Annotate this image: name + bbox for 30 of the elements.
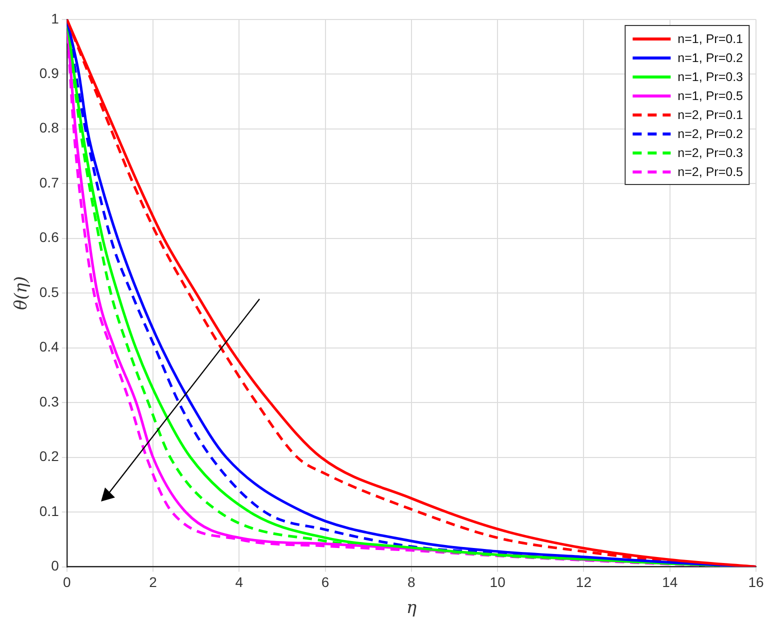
legend-label: n=1, Pr=0.2 — [678, 50, 743, 65]
legend-label: n=2, Pr=0.5 — [678, 164, 743, 179]
legend-label: n=2, Pr=0.2 — [678, 126, 743, 141]
y-axis-title: θ(η) — [12, 276, 32, 310]
x-tick-label: 10 — [490, 574, 506, 590]
legend-label: n=1, Pr=0.1 — [678, 32, 743, 46]
y-tick-label: 0.1 — [39, 502, 60, 519]
x-tick-label: 12 — [576, 574, 592, 590]
legend-label: n=1, Pr=0.5 — [678, 88, 743, 103]
x-tick-label: 4 — [235, 574, 244, 590]
y-tick-label: 0.7 — [39, 174, 60, 190]
legend-label: n=2, Pr=0.3 — [678, 146, 743, 160]
legend-label: n=1, Pr=0.3 — [678, 70, 743, 84]
x-tick-label: 8 — [408, 574, 416, 590]
legend-label: n=2, Pr=0.1 — [678, 108, 743, 122]
y-tick-label: 0.8 — [39, 120, 60, 136]
x-tick-label: 16 — [748, 574, 764, 590]
y-tick-label: 0.5 — [39, 284, 60, 300]
x-tick-label: 14 — [662, 574, 678, 590]
x-tick-label: 0 — [62, 574, 71, 590]
y-tick-label: 0.4 — [39, 338, 60, 355]
y-tick-label: 0.9 — [39, 65, 60, 81]
x-tick-label: 2 — [149, 574, 158, 590]
y-tick-label: 0.2 — [39, 448, 60, 464]
y-tick-label: 1 — [51, 10, 60, 26]
y-tick-label: 0.3 — [39, 393, 60, 410]
y-tick-label: 0 — [51, 558, 60, 574]
y-tick-label: 0.6 — [39, 229, 60, 246]
x-tick-label: 6 — [321, 574, 330, 590]
x-axis-title: η — [406, 598, 418, 618]
